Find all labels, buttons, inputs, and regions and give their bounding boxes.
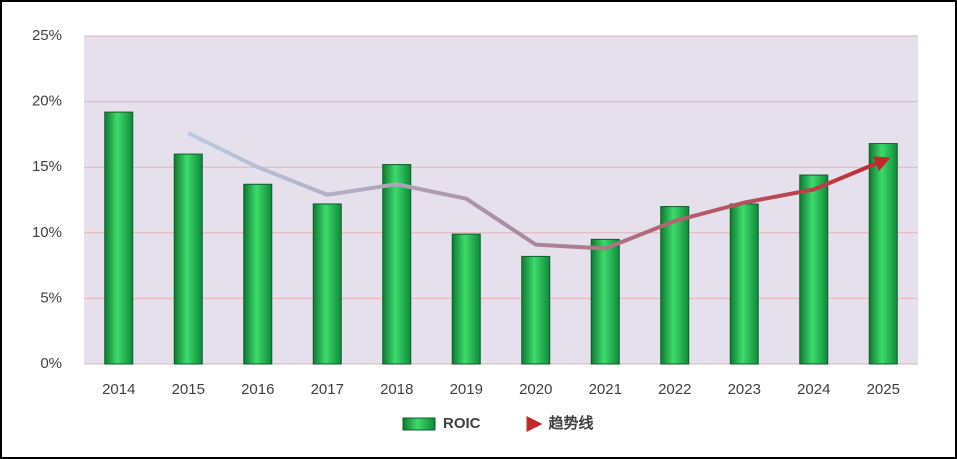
x-tick-label: 2023 (728, 381, 761, 398)
y-tick-label: 15% (32, 158, 62, 175)
x-tick-label: 2022 (658, 381, 691, 398)
trend-line (187, 131, 891, 251)
y-tick-label: 20% (32, 93, 62, 110)
bar (312, 203, 342, 365)
x-tick-label: 2015 (172, 381, 205, 398)
bar (173, 153, 203, 365)
legend-swatch (402, 417, 436, 431)
legend-label: ROIC (443, 415, 481, 432)
bar (868, 143, 898, 365)
x-tick-label: 2021 (589, 381, 622, 398)
y-tick-label: 0% (40, 355, 62, 372)
bar (382, 164, 412, 365)
x-tick-label: 2017 (311, 381, 344, 398)
x-tick-label: 2016 (241, 381, 274, 398)
x-tick-label: 2025 (867, 381, 900, 398)
x-tick-label: 2014 (102, 381, 135, 398)
bar (243, 183, 273, 365)
plot-area (84, 36, 918, 364)
x-tick-label: 2024 (797, 381, 830, 398)
y-tick-label: 10% (32, 224, 62, 241)
legend-label: 趋势线 (549, 414, 594, 432)
y-tick-label: 5% (40, 289, 62, 306)
bar (660, 206, 690, 365)
bar (729, 203, 759, 365)
x-tick-label: 2018 (380, 381, 413, 398)
x-tick-label: 2019 (450, 381, 483, 398)
bar (799, 174, 829, 365)
bar (451, 233, 481, 365)
bar (521, 255, 551, 365)
bar (590, 238, 620, 365)
x-tick-label: 2020 (519, 381, 552, 398)
bar (104, 111, 134, 365)
y-tick-label: 25% (32, 27, 62, 44)
